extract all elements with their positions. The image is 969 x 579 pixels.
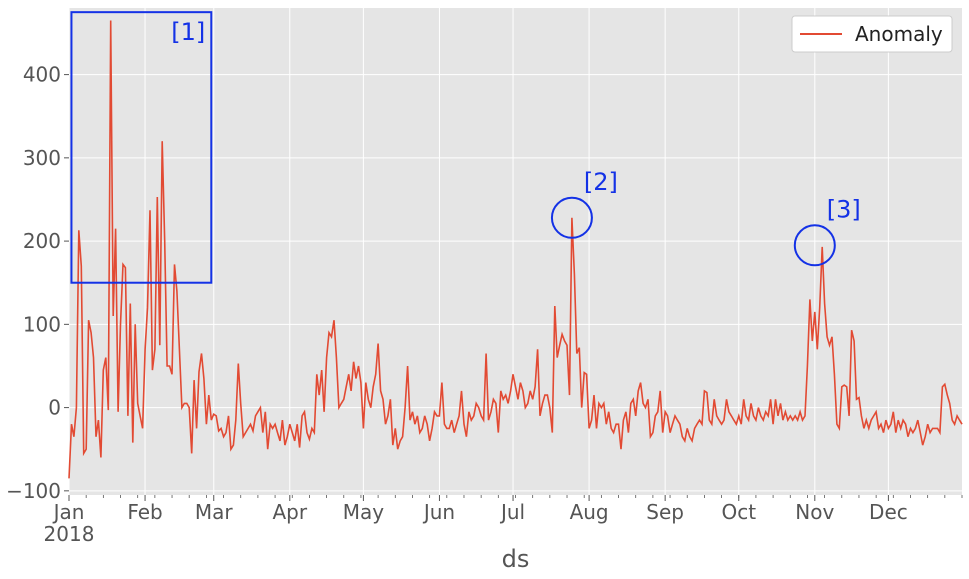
y-tick-label: 0 bbox=[48, 396, 61, 420]
x-tick-label: Oct bbox=[721, 500, 756, 524]
y-tick-label: 100 bbox=[23, 312, 61, 336]
x-tick-label: Jan bbox=[52, 500, 85, 524]
legend-label-anomaly: Anomaly bbox=[855, 22, 943, 46]
annotation-circle-3 bbox=[793, 224, 836, 267]
y-tick-label: 400 bbox=[23, 63, 61, 87]
y-tick-label: 300 bbox=[23, 146, 61, 170]
x-tick-label: Dec bbox=[869, 500, 908, 524]
annotation-label-1: [1] bbox=[171, 18, 205, 46]
y-axis: −100 0 100 200 300 400 bbox=[6, 63, 69, 503]
legend-box bbox=[791, 15, 953, 53]
x-tick-sublabel: 2018 bbox=[44, 522, 95, 546]
x-tick-label: Jul bbox=[499, 500, 525, 524]
annotation-circle-2 bbox=[550, 196, 593, 239]
annotation-rect-1 bbox=[70, 11, 213, 284]
annotation-label-3: [3] bbox=[827, 195, 861, 223]
x-tick-label: Jun bbox=[422, 500, 455, 524]
y-tick-label: 200 bbox=[23, 229, 61, 253]
x-tick-label: May bbox=[343, 500, 385, 524]
anomaly-series-line bbox=[68, 20, 963, 479]
series-layer bbox=[68, 20, 963, 479]
x-tick-label: Sep bbox=[646, 500, 684, 524]
legend: Anomaly bbox=[791, 15, 953, 53]
annotation-label-2: [2] bbox=[584, 168, 618, 196]
x-tick-label: Mar bbox=[195, 500, 234, 524]
x-axis-title: ds bbox=[502, 545, 530, 573]
y-tick-label: −100 bbox=[6, 479, 61, 503]
x-tick-label: Nov bbox=[795, 500, 834, 524]
annotations: [1] [2] [3] bbox=[70, 11, 861, 284]
plot-area bbox=[69, 8, 962, 495]
x-tick-label: Feb bbox=[127, 500, 162, 524]
x-tick-label: Apr bbox=[272, 500, 307, 524]
x-tick-label: Aug bbox=[570, 500, 609, 524]
